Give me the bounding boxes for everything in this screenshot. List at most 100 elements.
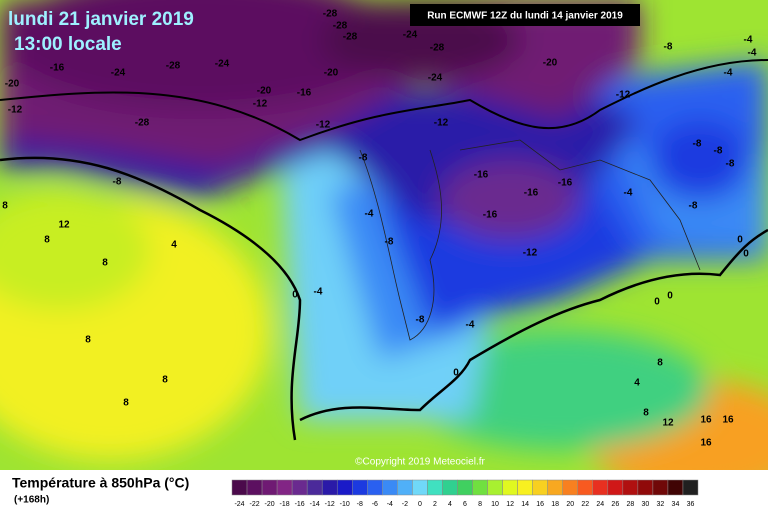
contour-label: 0 bbox=[737, 235, 743, 246]
scale-tick-label: 30 bbox=[641, 501, 649, 508]
scale-tick-label: 28 bbox=[626, 501, 634, 508]
scale-box bbox=[607, 479, 624, 496]
scale-tick-label: 24 bbox=[596, 501, 604, 508]
contour-label: -24 bbox=[111, 68, 126, 79]
scale-box bbox=[487, 479, 503, 496]
scale-box bbox=[637, 479, 654, 496]
contour-label: -4 bbox=[365, 209, 374, 220]
run-info: Run ECMWF 12Z du lundi 14 janvier 2019 bbox=[427, 11, 623, 22]
scale-box bbox=[412, 479, 428, 496]
scale-tick-label: -2 bbox=[402, 501, 408, 508]
scale-tick-label: -10 bbox=[340, 501, 350, 508]
contour-label: -28 bbox=[430, 43, 445, 54]
contour-label: 8 bbox=[2, 201, 8, 212]
scale-box bbox=[367, 479, 383, 496]
contour-label: 4 bbox=[171, 240, 177, 251]
scale-tick-label: 10 bbox=[491, 501, 499, 508]
contour-label: 0 bbox=[654, 297, 660, 308]
contour-label: -4 bbox=[748, 48, 757, 59]
scale-tick-label: 36 bbox=[687, 501, 695, 508]
scale-box bbox=[276, 479, 293, 496]
contour-label: -16 bbox=[50, 63, 65, 74]
scale-box bbox=[321, 479, 338, 496]
scale-box bbox=[382, 479, 398, 496]
scale-tick-label: -18 bbox=[280, 501, 290, 508]
contour-label: -8 bbox=[385, 237, 394, 248]
scale-box bbox=[652, 479, 669, 496]
scale-box bbox=[336, 479, 353, 496]
scale-tick-label: 6 bbox=[463, 501, 467, 508]
contour-label: -24 bbox=[428, 73, 443, 84]
scale-tick-label: 34 bbox=[672, 501, 680, 508]
contour-label: -8 bbox=[689, 201, 698, 212]
contour-label: -28 bbox=[323, 9, 338, 20]
scale-tick-label: 4 bbox=[448, 501, 452, 508]
contour-label: 16 bbox=[700, 438, 712, 449]
contour-label: -28 bbox=[333, 21, 348, 32]
contour-label: -4 bbox=[466, 320, 475, 331]
time: 13:00 locale bbox=[14, 34, 122, 55]
scale-box bbox=[231, 479, 248, 496]
scale-box bbox=[397, 479, 413, 496]
contour-label: 8 bbox=[102, 258, 108, 269]
contour-label: -12 bbox=[616, 90, 631, 101]
scale-tick-label: 32 bbox=[657, 501, 665, 508]
scale-box bbox=[261, 479, 278, 496]
contour-label: 4 bbox=[634, 378, 640, 389]
contour-line bbox=[0, 59, 768, 142]
contour-label: -8 bbox=[693, 139, 702, 150]
contour-label: -20 bbox=[257, 86, 272, 97]
scale-tick-label: -4 bbox=[387, 501, 393, 508]
contour-label: 12 bbox=[58, 220, 70, 231]
scale-tick-label: -6 bbox=[372, 501, 378, 508]
coastline bbox=[359, 139, 701, 341]
scale-box bbox=[246, 479, 263, 496]
contour-label: -28 bbox=[166, 61, 181, 72]
contour-label: -8 bbox=[359, 153, 368, 164]
scale-box bbox=[682, 479, 699, 496]
contour-label: -28 bbox=[343, 32, 358, 43]
contour-label: 8 bbox=[85, 335, 91, 346]
scale-tick-label: 14 bbox=[521, 501, 529, 508]
contour-label: -8 bbox=[113, 177, 122, 188]
scale-tick-label: 0 bbox=[418, 501, 422, 508]
legend-title: Température à 850hPa (°C) bbox=[12, 475, 189, 491]
scale-tick-label: 20 bbox=[566, 501, 574, 508]
contour-line bbox=[0, 156, 768, 441]
contour-label: 8 bbox=[123, 398, 129, 409]
scale-tick-label: 26 bbox=[611, 501, 619, 508]
scale-tick-label: -14 bbox=[310, 501, 320, 508]
scale-tick-label: -8 bbox=[357, 501, 363, 508]
contour-label: -8 bbox=[714, 146, 723, 157]
lead-time: (+168h) bbox=[14, 495, 49, 506]
scale-tick-label: 16 bbox=[536, 501, 544, 508]
scale-box bbox=[562, 479, 578, 496]
contour-label: 8 bbox=[643, 408, 649, 419]
contour-label: 8 bbox=[44, 235, 50, 246]
contour-label: -20 bbox=[324, 68, 339, 79]
contour-label: -4 bbox=[724, 68, 733, 79]
contour-label: 16 bbox=[722, 415, 734, 426]
scale-box bbox=[502, 479, 518, 496]
contour-label: -4 bbox=[744, 35, 753, 46]
scale-box bbox=[547, 479, 563, 496]
contour-label: 0 bbox=[292, 290, 298, 301]
contour-label: -28 bbox=[135, 118, 150, 129]
contour-label: 8 bbox=[162, 375, 168, 386]
scale-tick-label: -22 bbox=[249, 501, 259, 508]
contour-label: -8 bbox=[416, 315, 425, 326]
contour-label: -16 bbox=[524, 188, 539, 199]
contour-label: -4 bbox=[624, 188, 633, 199]
scale-tick-label: 18 bbox=[551, 501, 559, 508]
contour-label: 0 bbox=[453, 368, 459, 379]
contour-label: -16 bbox=[474, 170, 489, 181]
scale-box bbox=[306, 479, 323, 496]
date: lundi 21 janvier 2019 bbox=[8, 9, 194, 30]
run-box bbox=[410, 4, 640, 26]
contour-label: -12 bbox=[253, 99, 268, 110]
contour-label: 16 bbox=[700, 415, 712, 426]
map bbox=[0, 0, 768, 470]
scale-box bbox=[442, 479, 458, 496]
contour-label: 12 bbox=[662, 418, 674, 429]
